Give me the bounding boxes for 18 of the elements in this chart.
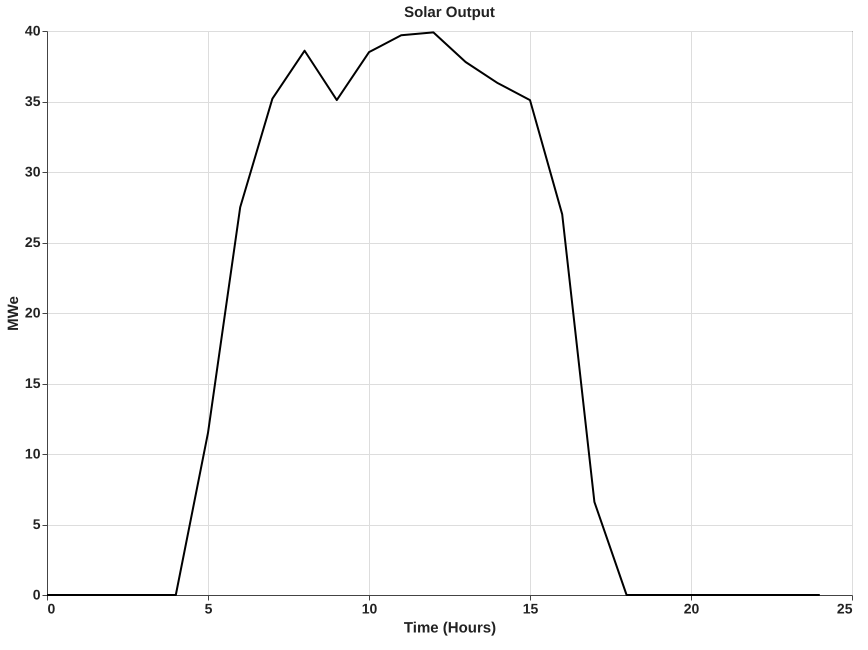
x-tick-label: 20 [684,600,700,616]
x-tick-label: 5 [204,600,213,616]
x-axis-title: Time (Hours) [404,620,496,636]
y-tick-label: 0 [32,586,41,602]
x-tick-label: 10 [362,600,378,616]
y-tick-label: 40 [24,22,41,38]
y-tick-label: 35 [24,93,41,109]
x-tick-label: 15 [522,600,538,616]
y-tick-label: 15 [24,375,41,391]
y-tick-label: 20 [24,304,41,320]
chart-title: Solar Output [404,4,495,21]
y-axis-title: MWe [4,296,22,331]
y-tick-label: 10 [24,446,41,462]
x-tick-label: 0 [48,600,56,616]
y-tick-label: 25 [24,234,41,250]
y-tick-label: 5 [32,516,41,532]
y-tick-label: 30 [24,164,41,180]
x-tick-label: 25 [836,600,853,616]
